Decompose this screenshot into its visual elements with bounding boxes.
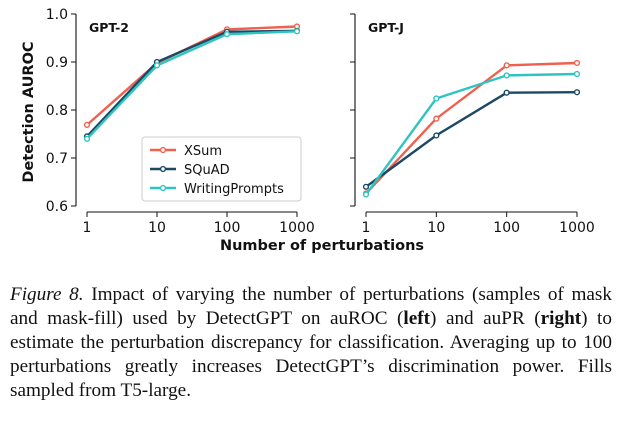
x-tick-label: 1000 (279, 220, 315, 236)
legend-label: WritingPrompts (184, 182, 284, 197)
y-tick-label: 0.6 (46, 199, 68, 215)
y-tick-label: 0.7 (46, 151, 68, 167)
x-axis-label: Number of perturbations (220, 238, 424, 254)
y-tick-label: 0.9 (46, 55, 68, 71)
figure: Detection AUROC Number of perturbations … (21, 7, 595, 254)
y-tick-label: 1.0 (46, 7, 68, 23)
panel-title: GPT-J (368, 20, 404, 35)
legend-box (141, 136, 302, 202)
legend-marker (159, 165, 167, 173)
legend-label: SQuAD (184, 163, 230, 178)
data-point (223, 31, 231, 38)
x-tick-label: 100 (493, 220, 520, 236)
x-tick-label: 1000 (559, 220, 595, 236)
series-line-xsum (86, 25, 298, 126)
data-point (433, 95, 440, 102)
caption-left: left (403, 308, 431, 329)
series-line-writingprompts (86, 30, 298, 140)
series-line-xsum (365, 61, 578, 195)
series-line-squad (365, 91, 578, 188)
caption-label: Figure 8. (10, 284, 84, 305)
caption-text-1: Impact of varying the number of perturba… (10, 284, 612, 329)
panel-gptj: 1 10 100 1000 GPT-J (350, 13, 595, 236)
caption-text-2: ) and auPR ( (430, 308, 541, 329)
data-point (503, 89, 510, 96)
x-tick-label: 1 (362, 220, 371, 236)
data-point (83, 121, 91, 128)
x-tick-label: 1 (83, 220, 92, 236)
series-line-writingprompts (365, 72, 578, 196)
legend-label: XSum (184, 144, 222, 159)
data-point (83, 135, 91, 142)
data-point (362, 191, 370, 198)
x-tick-label: 10 (427, 220, 445, 236)
caption-right: right (540, 308, 582, 329)
panel-title: GPT-2 (89, 20, 129, 35)
data-point (573, 89, 581, 96)
data-point (362, 183, 370, 190)
y-axis-label: Detection AUROC (21, 41, 37, 182)
data-point (573, 70, 581, 78)
data-point (293, 28, 301, 35)
series-line-squad (86, 29, 298, 138)
x-tick-label: 100 (214, 220, 241, 236)
data-point (503, 62, 510, 69)
legend-marker (159, 146, 167, 154)
legend-marker (159, 184, 167, 192)
figure-caption: Figure 8. Impact of varying the number o… (10, 283, 612, 403)
data-point (573, 59, 581, 67)
data-point (433, 132, 440, 139)
data-point (433, 115, 440, 122)
x-tick-label: 10 (148, 220, 166, 236)
data-point (503, 72, 510, 79)
caption-text-3: ) to estimate the perturbation discrepan… (10, 308, 612, 401)
panel-gpt2: 0.6 0.7 0.8 0.9 1.0 1 10 100 1000 GPT-2 (46, 7, 315, 236)
data-point (153, 62, 161, 69)
legend: XSum SQuAD WritingPrompts (141, 136, 302, 202)
y-tick-label: 0.8 (46, 103, 68, 119)
